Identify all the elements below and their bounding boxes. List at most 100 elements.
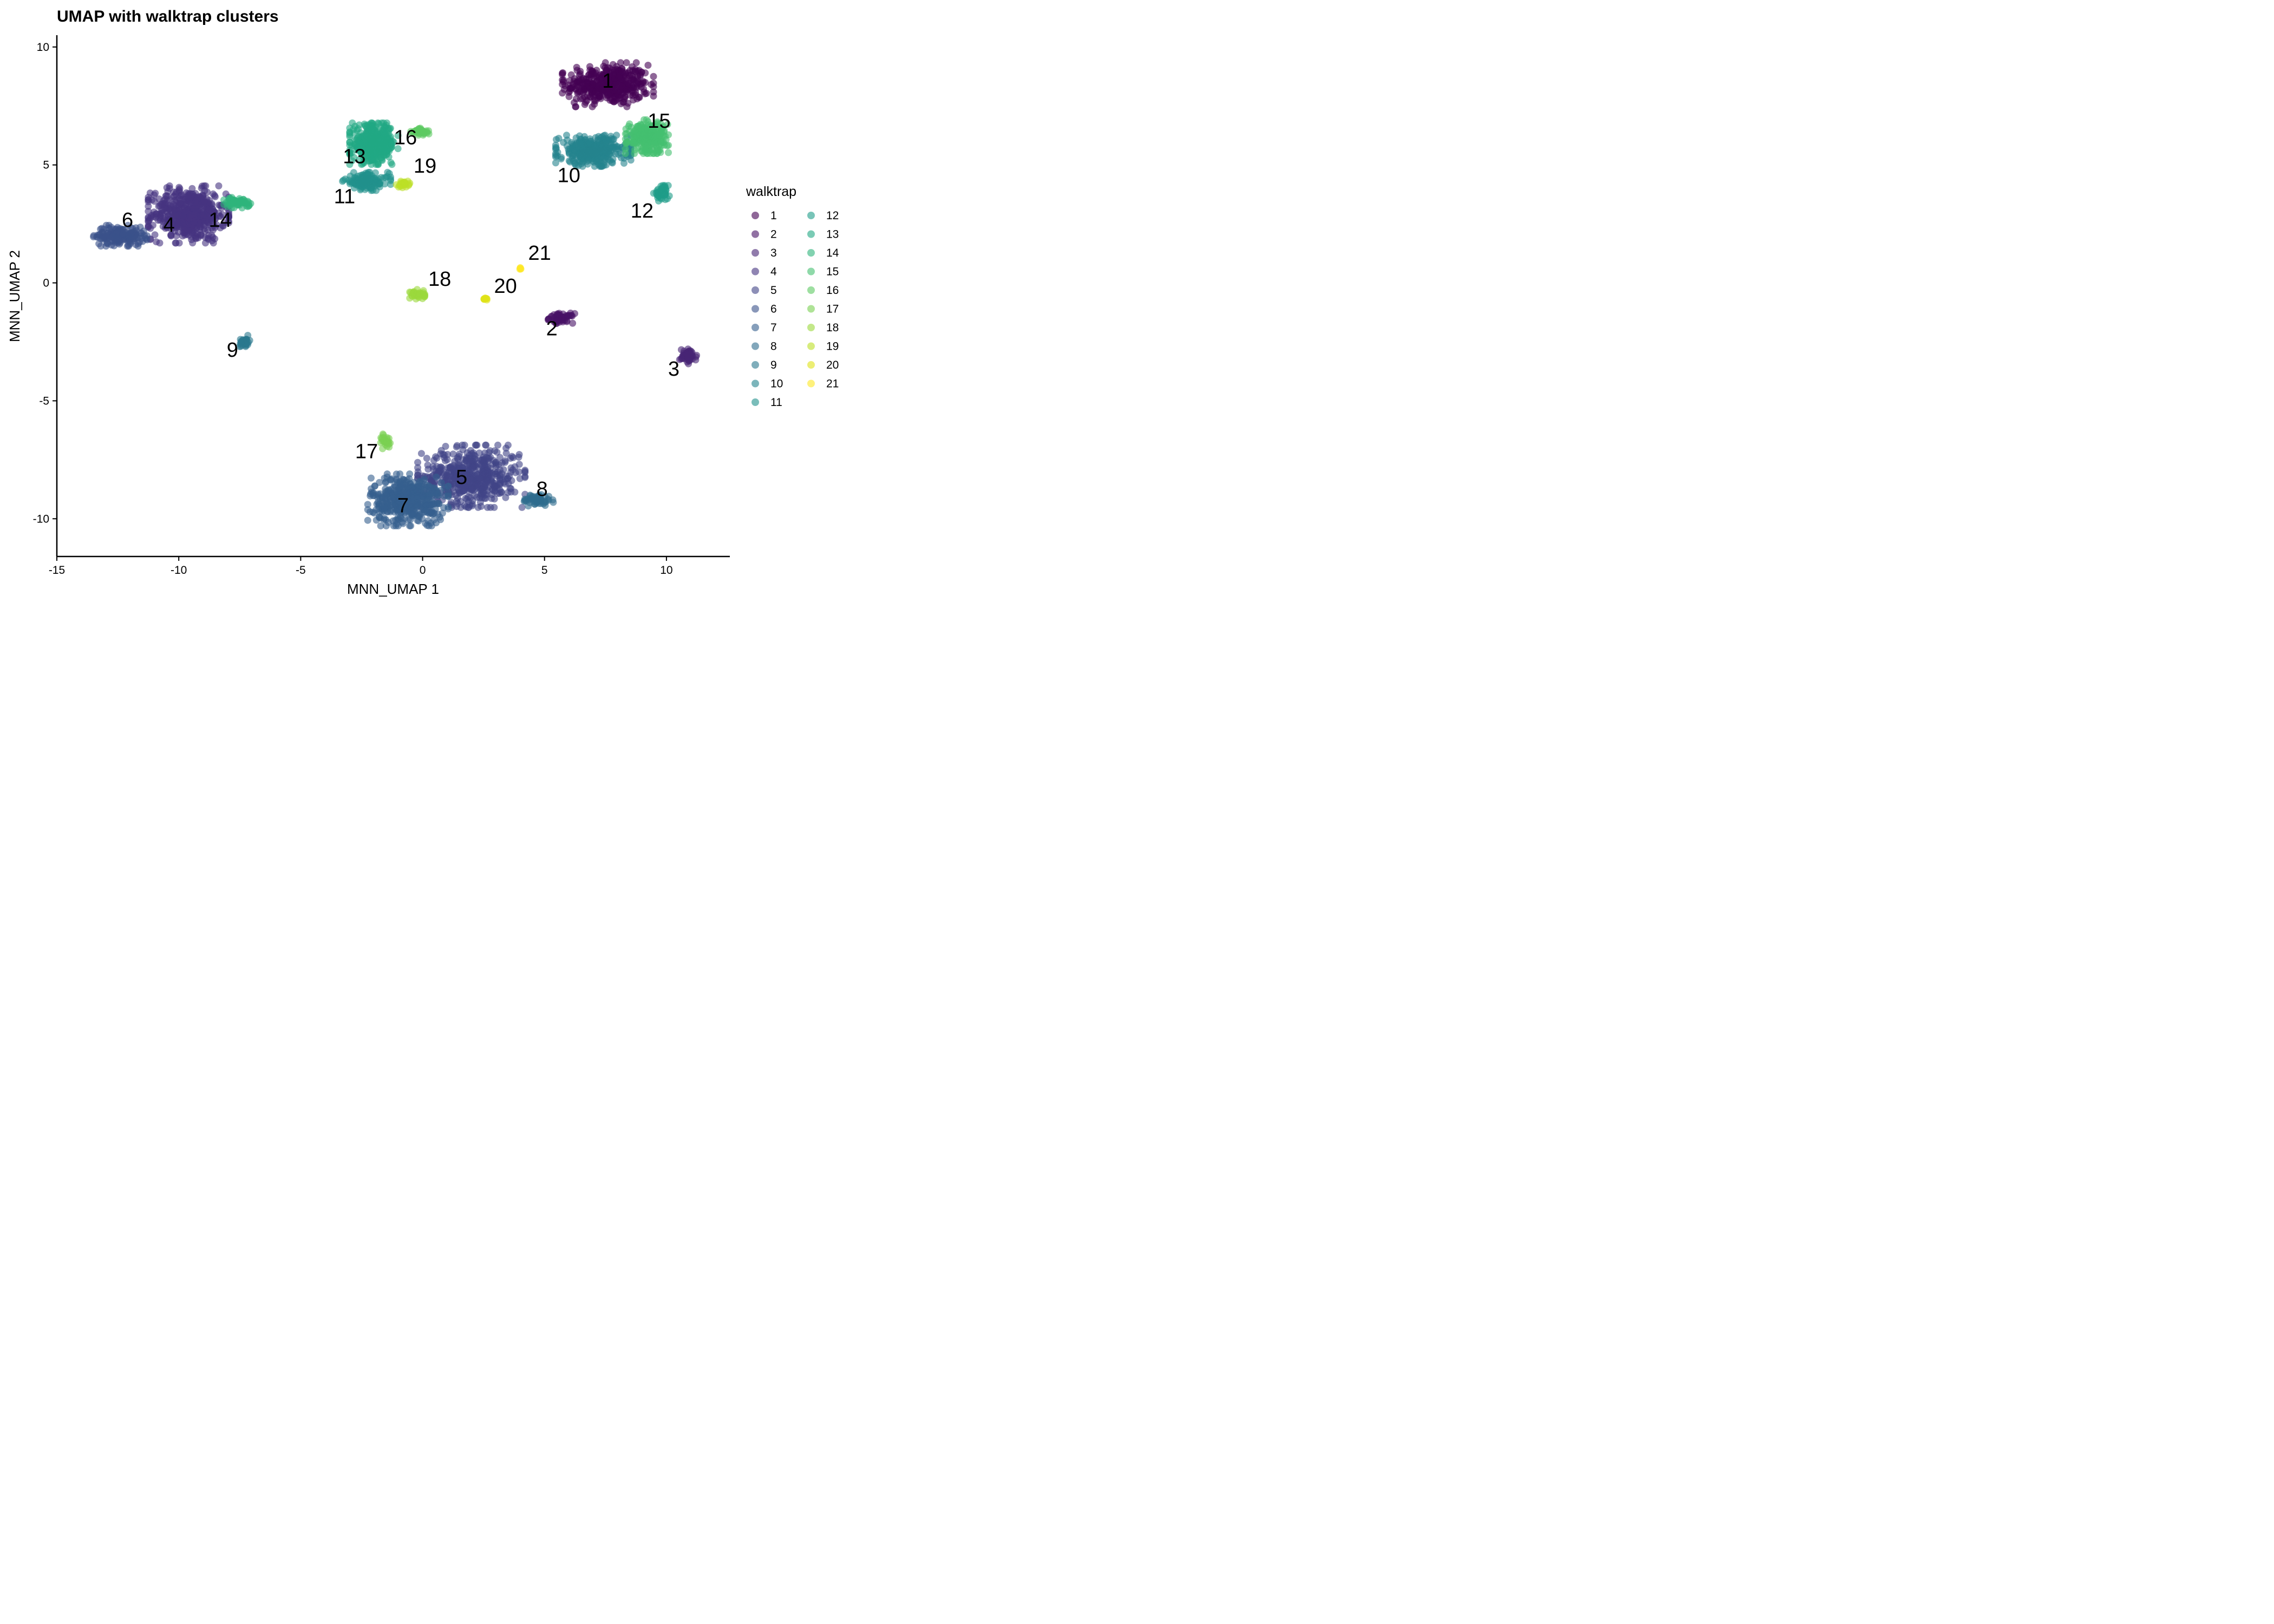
point: [368, 175, 375, 183]
legend-key-7: [752, 324, 759, 331]
point: [482, 441, 489, 449]
point: [384, 508, 391, 515]
point: [481, 495, 488, 502]
point: [626, 72, 633, 79]
point: [573, 67, 581, 74]
legend-label-18: 18: [826, 322, 839, 334]
point: [380, 174, 388, 181]
x-axis-title: MNN_UMAP 1: [347, 581, 439, 597]
point: [650, 73, 657, 80]
point: [396, 498, 403, 506]
cluster-label-19: 19: [414, 155, 436, 178]
point: [609, 71, 617, 79]
point: [615, 73, 623, 81]
point: [138, 230, 146, 237]
data-points: [90, 59, 701, 529]
point: [685, 357, 693, 365]
point: [210, 190, 217, 198]
point: [491, 503, 498, 511]
point: [414, 459, 421, 466]
legend-title: walktrap: [746, 184, 796, 199]
point: [480, 484, 487, 492]
point: [661, 183, 668, 190]
point: [593, 153, 601, 161]
cluster-label-3: 3: [668, 358, 679, 381]
point: [400, 180, 408, 188]
cluster-3-points: [676, 345, 701, 368]
point: [208, 200, 215, 207]
point: [167, 214, 174, 221]
point: [606, 89, 614, 97]
point: [494, 468, 501, 476]
point: [466, 451, 473, 459]
cluster-18-points: [406, 286, 429, 303]
point: [361, 138, 368, 146]
legend-label-5: 5: [770, 284, 777, 297]
point: [657, 138, 665, 145]
point: [110, 242, 118, 250]
point: [623, 139, 630, 146]
point: [617, 59, 624, 67]
point: [98, 225, 106, 232]
point: [596, 160, 603, 167]
point: [445, 489, 452, 497]
point: [572, 134, 580, 142]
cluster-label-20: 20: [494, 275, 517, 298]
legend: walktrap 1234567891011121314151617181920…: [746, 184, 839, 409]
cluster-label-6: 6: [122, 209, 133, 232]
point: [437, 463, 445, 471]
point: [632, 91, 639, 99]
cluster-1-points: [559, 59, 657, 110]
point: [145, 223, 152, 231]
y-tick-label: -10: [33, 513, 49, 525]
point: [367, 152, 375, 160]
point: [93, 233, 101, 241]
y-tick-label: 0: [43, 277, 49, 290]
point: [650, 93, 657, 100]
point: [372, 146, 379, 153]
point: [568, 84, 576, 91]
point: [382, 121, 390, 129]
x-tick-label: -15: [49, 564, 65, 577]
point: [423, 455, 430, 462]
legend-key-19: [807, 342, 815, 350]
point: [176, 185, 184, 193]
point: [571, 75, 578, 82]
y-tick-label: 10: [37, 41, 49, 54]
cluster-label-16: 16: [394, 127, 417, 149]
cluster-label-5: 5: [456, 466, 467, 489]
legend-key-13: [807, 230, 815, 238]
point: [145, 207, 152, 215]
legend-key-21: [807, 379, 815, 388]
point: [170, 193, 178, 200]
point: [434, 490, 441, 497]
cluster-label-12: 12: [631, 200, 654, 222]
point: [162, 192, 169, 200]
point: [511, 463, 519, 470]
point: [416, 493, 424, 501]
point: [383, 129, 391, 137]
point: [623, 103, 631, 110]
point: [349, 119, 356, 127]
point: [449, 450, 457, 458]
point: [496, 486, 504, 493]
legend-key-5: [752, 286, 759, 294]
legend-label-12: 12: [826, 209, 839, 222]
point: [453, 497, 460, 505]
point: [445, 482, 452, 490]
point: [609, 136, 617, 143]
point: [630, 139, 637, 147]
cluster-7-points: [364, 470, 452, 529]
x-tick-label: -10: [171, 564, 187, 577]
point: [498, 459, 506, 467]
point: [219, 222, 227, 230]
point: [606, 150, 613, 158]
point: [202, 239, 209, 247]
point: [630, 96, 637, 104]
point: [176, 199, 184, 207]
cluster-label-18: 18: [428, 268, 451, 291]
legend-label-13: 13: [826, 228, 839, 241]
point: [148, 196, 156, 204]
legend-label-10: 10: [770, 378, 783, 390]
point: [368, 135, 376, 143]
